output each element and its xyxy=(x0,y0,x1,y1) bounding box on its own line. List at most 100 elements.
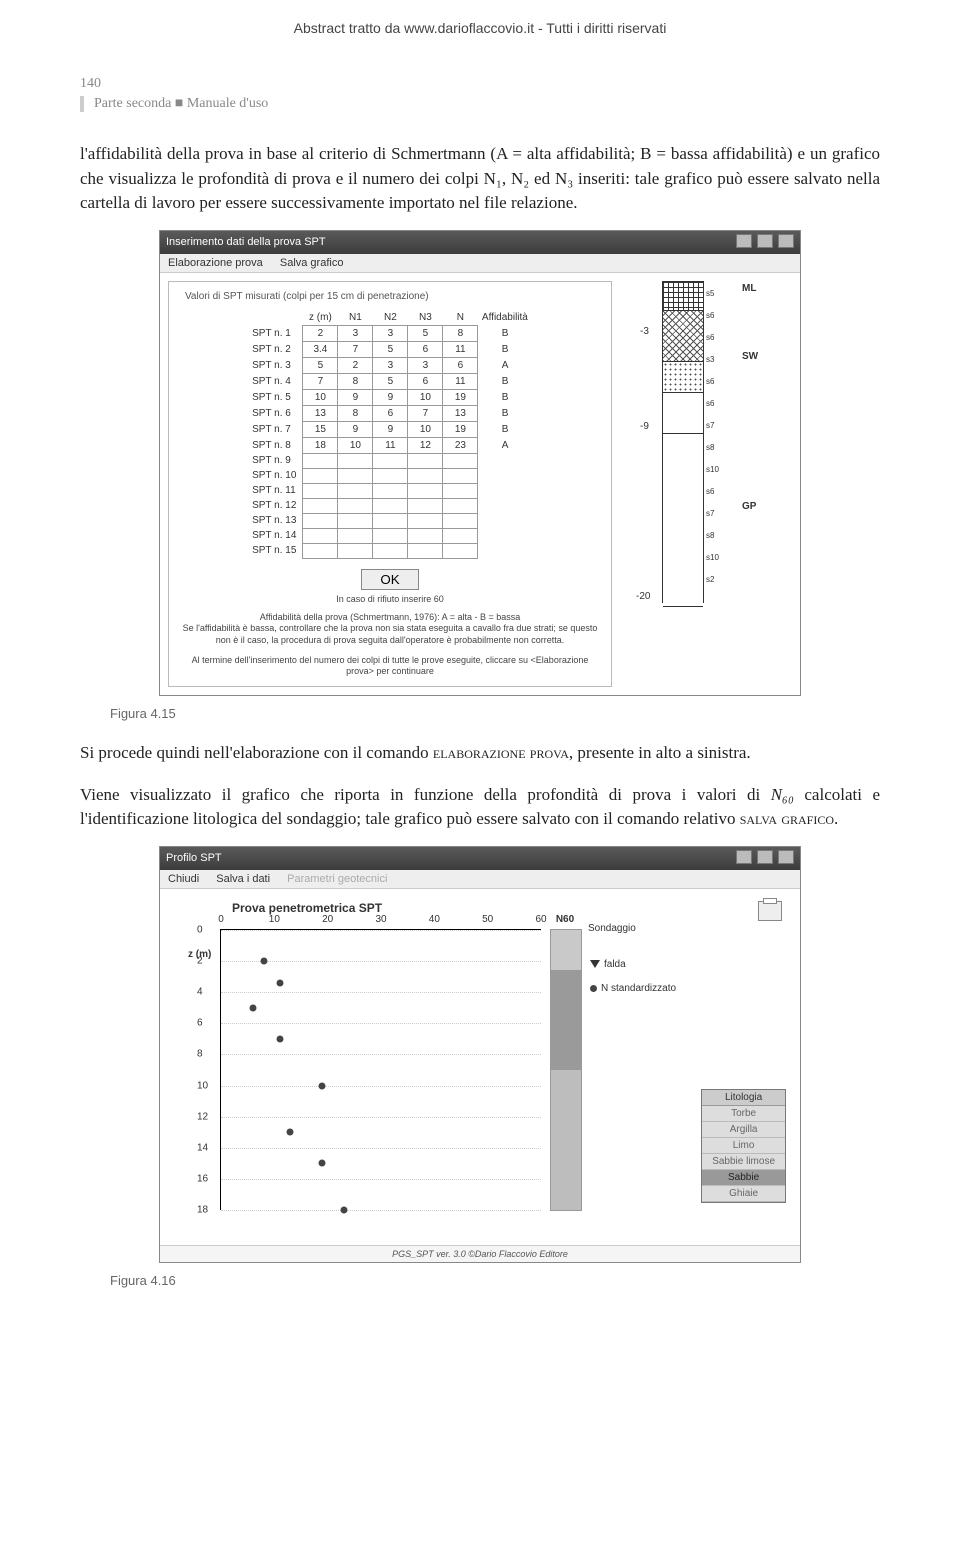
cell[interactable] xyxy=(408,543,443,558)
close-icon[interactable] xyxy=(778,850,794,864)
cell[interactable] xyxy=(338,513,373,528)
cell[interactable]: 8 xyxy=(338,373,373,389)
cell[interactable] xyxy=(443,543,478,558)
cell[interactable] xyxy=(373,513,408,528)
cell[interactable] xyxy=(408,513,443,528)
cell[interactable] xyxy=(443,453,478,468)
cell[interactable] xyxy=(338,543,373,558)
cell[interactable]: 5 xyxy=(303,357,338,373)
row-label: SPT n. 7 xyxy=(248,421,303,437)
cell[interactable]: 5 xyxy=(373,373,408,389)
cell[interactable]: 10 xyxy=(338,437,373,453)
cell[interactable] xyxy=(408,468,443,483)
cell[interactable]: 7 xyxy=(303,373,338,389)
cell[interactable] xyxy=(303,543,338,558)
cell[interactable] xyxy=(303,483,338,498)
cell[interactable]: 15 xyxy=(303,421,338,437)
cell[interactable] xyxy=(373,453,408,468)
cell[interactable]: 5 xyxy=(373,341,408,357)
legend-item[interactable]: Limo xyxy=(702,1138,785,1154)
cell[interactable] xyxy=(443,513,478,528)
menu-salva-grafico[interactable]: Salva grafico xyxy=(280,257,344,269)
cell[interactable] xyxy=(373,498,408,513)
cell[interactable] xyxy=(303,513,338,528)
cell[interactable] xyxy=(373,543,408,558)
cell[interactable]: 2 xyxy=(303,325,338,341)
cell[interactable] xyxy=(303,468,338,483)
cell[interactable] xyxy=(408,453,443,468)
minimize-icon[interactable] xyxy=(736,850,752,864)
ok-button[interactable]: OK xyxy=(361,569,418,590)
cell[interactable]: 12 xyxy=(408,437,443,453)
dot-icon xyxy=(590,985,597,992)
cell[interactable]: 2 xyxy=(338,357,373,373)
table-row: SPT n. 10 xyxy=(248,468,532,483)
cell[interactable]: 11 xyxy=(373,437,408,453)
print-icon[interactable] xyxy=(758,901,782,921)
cell[interactable]: 19 xyxy=(443,389,478,405)
minimize-icon[interactable] xyxy=(736,234,752,248)
cell[interactable]: 7 xyxy=(338,341,373,357)
cell[interactable]: 3 xyxy=(373,357,408,373)
cell[interactable]: 3 xyxy=(408,357,443,373)
cell[interactable]: 3.4 xyxy=(303,341,338,357)
menu-chiudi[interactable]: Chiudi xyxy=(168,873,199,885)
cell[interactable]: 10 xyxy=(408,421,443,437)
cell[interactable] xyxy=(338,498,373,513)
cell[interactable] xyxy=(408,528,443,543)
cell[interactable]: 13 xyxy=(443,405,478,421)
cell[interactable]: 9 xyxy=(373,421,408,437)
cell[interactable]: 10 xyxy=(303,389,338,405)
cell[interactable] xyxy=(338,453,373,468)
cell[interactable]: 9 xyxy=(338,389,373,405)
cell[interactable] xyxy=(373,483,408,498)
cell[interactable]: 6 xyxy=(373,405,408,421)
cell[interactable] xyxy=(443,468,478,483)
falda-text: falda xyxy=(604,959,626,970)
cell[interactable]: 23 xyxy=(443,437,478,453)
cell[interactable]: 6 xyxy=(408,341,443,357)
cell[interactable]: 11 xyxy=(443,373,478,389)
cell[interactable] xyxy=(303,453,338,468)
cell[interactable]: 9 xyxy=(338,421,373,437)
cell[interactable] xyxy=(408,483,443,498)
cell[interactable]: 18 xyxy=(303,437,338,453)
soil-label: ML xyxy=(742,283,756,294)
cell[interactable] xyxy=(408,498,443,513)
legend-item[interactable]: Ghiaie xyxy=(702,1186,785,1202)
cell[interactable]: 5 xyxy=(408,325,443,341)
cell[interactable]: 13 xyxy=(303,405,338,421)
menu-elaborazione[interactable]: Elaborazione prova xyxy=(168,257,263,269)
cell[interactable]: 10 xyxy=(408,389,443,405)
cell[interactable] xyxy=(303,528,338,543)
menu-salva-dati[interactable]: Salva i dati xyxy=(216,873,270,885)
table-row: SPT n. 715991019B xyxy=(248,421,532,437)
cell[interactable] xyxy=(303,498,338,513)
cell[interactable]: 3 xyxy=(338,325,373,341)
close-icon[interactable] xyxy=(778,234,794,248)
cell[interactable]: 6 xyxy=(443,357,478,373)
cell[interactable] xyxy=(443,498,478,513)
cell[interactable] xyxy=(373,468,408,483)
cell[interactable] xyxy=(373,528,408,543)
cell[interactable]: 11 xyxy=(443,341,478,357)
cell[interactable] xyxy=(443,528,478,543)
legend-item[interactable]: Sabbie xyxy=(702,1170,785,1186)
cell[interactable] xyxy=(338,483,373,498)
cell[interactable]: 6 xyxy=(408,373,443,389)
cell[interactable] xyxy=(443,483,478,498)
cell[interactable] xyxy=(338,528,373,543)
cell[interactable] xyxy=(338,468,373,483)
cell[interactable]: 8 xyxy=(338,405,373,421)
cell[interactable]: 9 xyxy=(373,389,408,405)
maximize-icon[interactable] xyxy=(757,234,773,248)
cell[interactable]: 7 xyxy=(408,405,443,421)
legend-item[interactable]: Argilla xyxy=(702,1122,785,1138)
legend-item[interactable]: Sabbie limose xyxy=(702,1154,785,1170)
gridline xyxy=(221,1210,541,1211)
cell[interactable]: 8 xyxy=(443,325,478,341)
cell[interactable]: 3 xyxy=(373,325,408,341)
maximize-icon[interactable] xyxy=(757,850,773,864)
cell[interactable]: 19 xyxy=(443,421,478,437)
legend-item[interactable]: Torbe xyxy=(702,1106,785,1122)
